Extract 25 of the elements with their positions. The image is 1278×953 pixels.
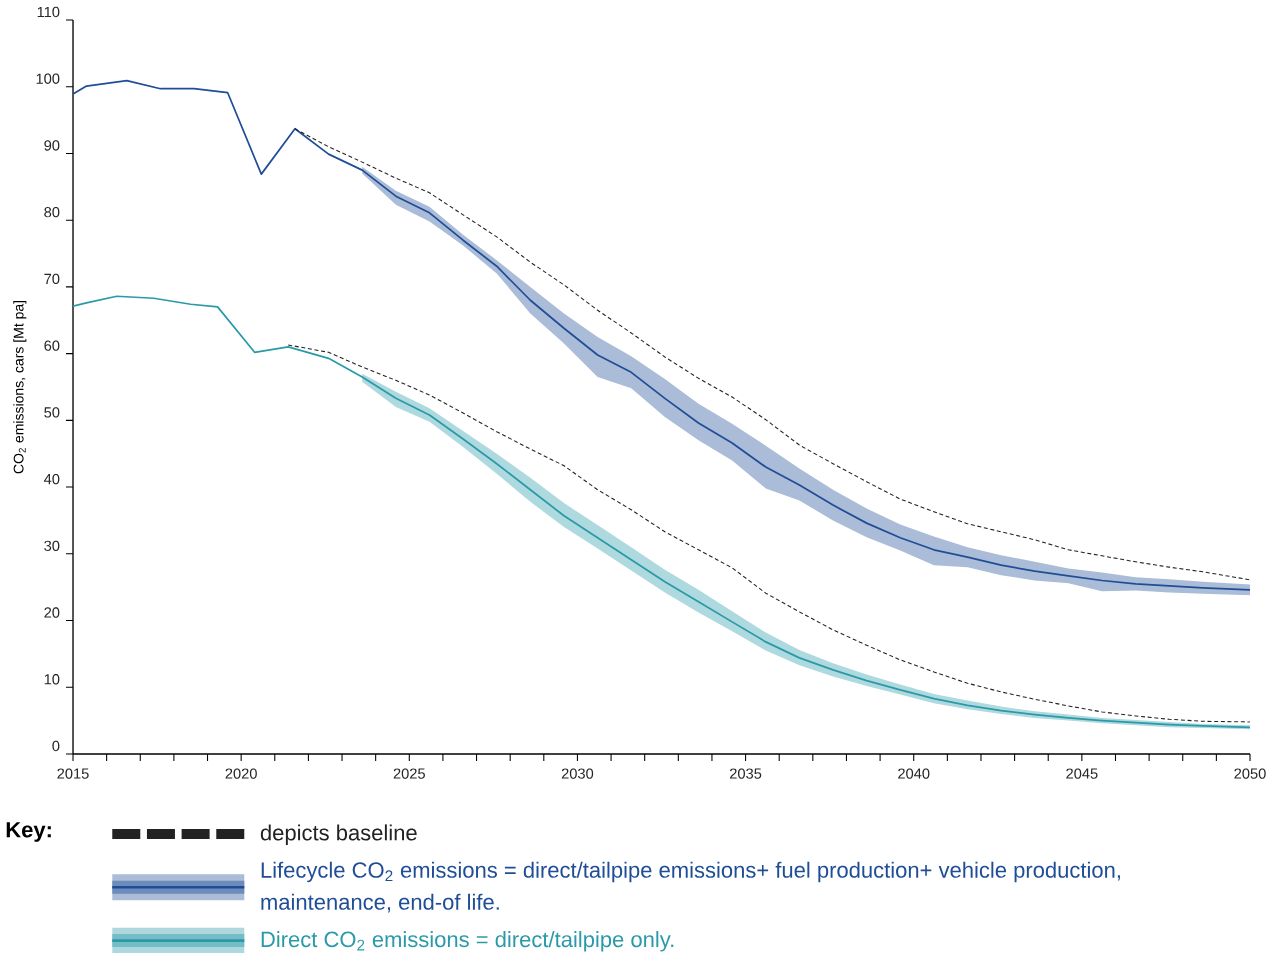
text: depicts baseline: [260, 824, 417, 845]
text: Direct CO$_{2}$ emissions = direct/tailpipe only.: [261, 931, 674, 952]
y-tick-label: 0: [52, 740, 60, 752]
x-tick-label: 2040: [898, 768, 930, 779]
y-tick-label: 40: [44, 473, 60, 485]
x-tick-label: 2015: [57, 768, 89, 779]
text: Lifecycle CO$_{2}$ emissions = direct/tailpipe emissions+ fuel production+ vehicle production, maintenance, end-of life.: [261, 861, 1120, 913]
y-tick-label: 50: [44, 407, 60, 418]
x-tick-label: 2050: [1234, 768, 1266, 779]
y-axis-title: CO$_{2}$ emissions, cars [Mt pa]: [13, 300, 27, 474]
y-tick-label: 80: [44, 207, 60, 218]
x-tick-label: 2020: [225, 768, 257, 779]
y-tick-label: 10: [44, 674, 60, 685]
y-tick-label: 100: [36, 73, 60, 84]
x-tick-label: 2035: [729, 768, 762, 779]
y-tick-label: 90: [44, 140, 60, 151]
y-tick-label: 60: [44, 340, 60, 351]
y-tick-label: 20: [44, 607, 60, 618]
x-tick-label: 2025: [393, 768, 425, 779]
x-tick-label: 2030: [561, 768, 594, 779]
y-tick-label: 70: [44, 273, 60, 285]
y-tick-label: 30: [44, 540, 60, 551]
x-tick-label: 2045: [1066, 768, 1098, 779]
legend-title: Key:: [6, 822, 51, 842]
y-tick-label: 110: [37, 6, 60, 18]
